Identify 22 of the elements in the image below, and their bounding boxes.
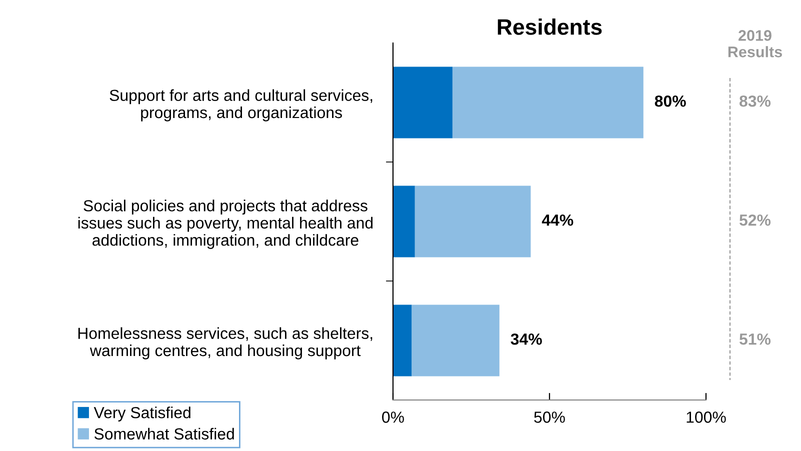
bar — [414, 186, 531, 258]
total-label: 44% — [542, 214, 574, 226]
total-label: 80% — [654, 95, 686, 107]
text: 52% — [740, 214, 771, 226]
text: 2019 Results — [728, 30, 782, 58]
x-tick-label: 0% — [382, 412, 404, 423]
legend-label: Very Satisfied — [94, 406, 190, 422]
x-tick-label: 50% — [534, 412, 565, 423]
bar — [393, 304, 412, 376]
bar — [393, 186, 415, 258]
legend-label: Somewhat Satisfied — [94, 428, 234, 440]
bar — [412, 304, 500, 376]
total-label: 34% — [510, 333, 542, 345]
y-tick-label: Support for arts and cultural services, programs, and organizations — [110, 89, 372, 122]
text: 83% — [740, 95, 771, 107]
y-tick-label: Social policies and projects that address issues such as poverty, mental health and addictions, immigration, and childcare — [78, 200, 373, 249]
bar — [393, 66, 452, 138]
y-tick-label: Homelessness services, such as shelters, warming centres, and housing support — [78, 327, 372, 360]
chart-title: Residents — [498, 18, 602, 35]
bar — [452, 66, 644, 138]
text: 51% — [740, 334, 771, 345]
x-tick-label: 100% — [686, 412, 726, 423]
